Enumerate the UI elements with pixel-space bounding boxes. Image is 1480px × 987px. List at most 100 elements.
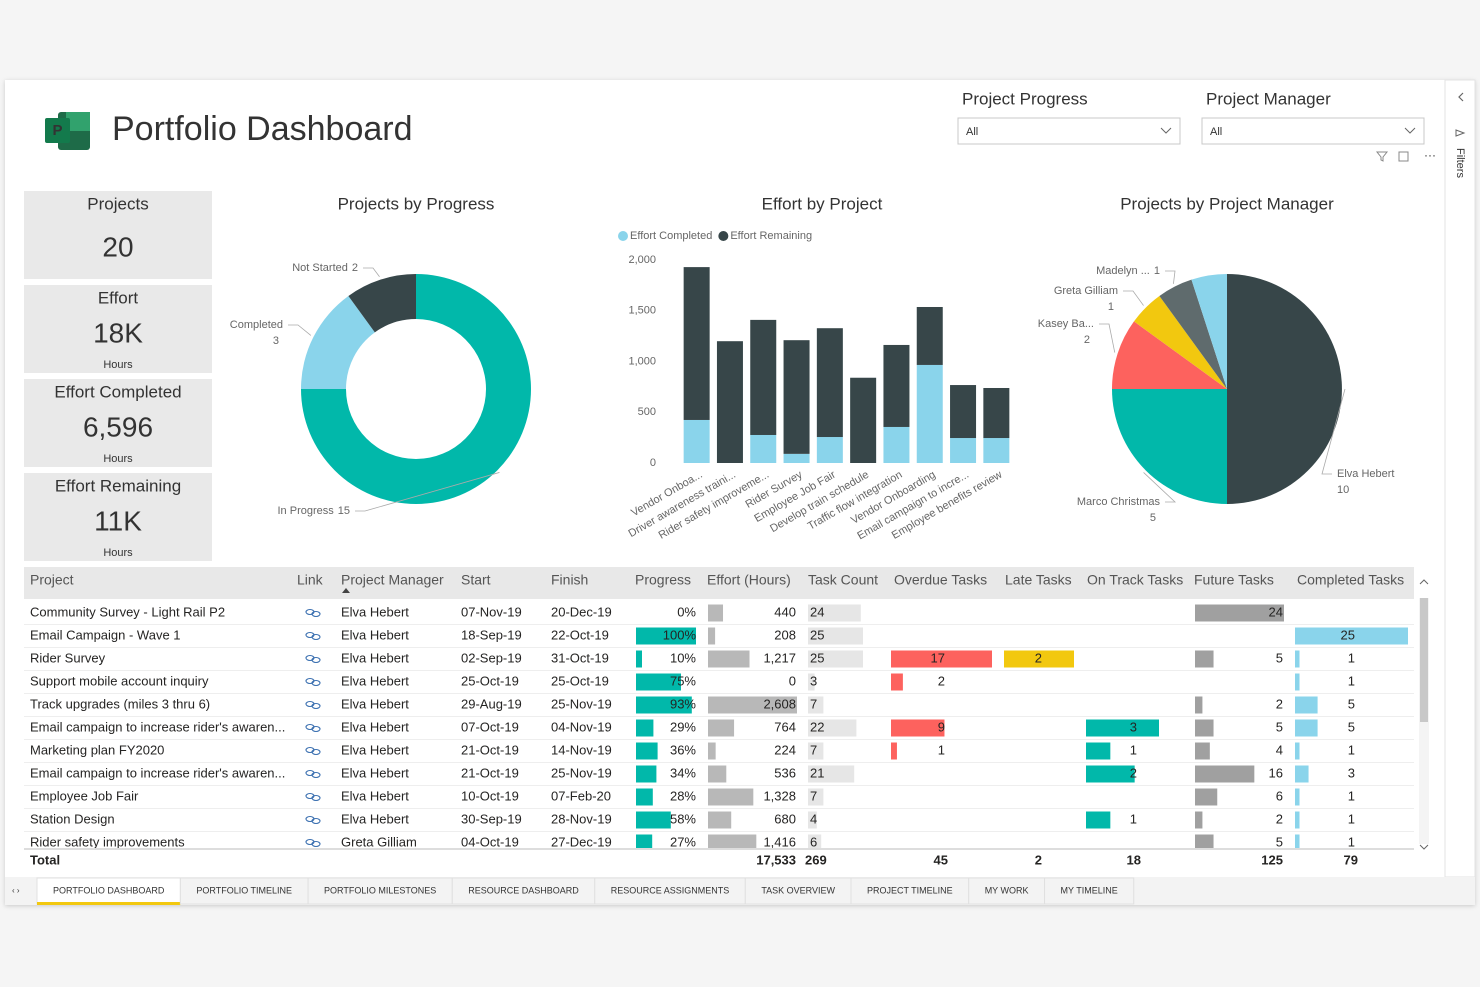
- cell-text: Email Campaign - Wave 1: [30, 627, 181, 642]
- cell-value: 24: [1269, 604, 1283, 619]
- table-row[interactable]: Marketing plan FY2020 Elva Hebert 21-Oct-1…: [24, 742, 1414, 763]
- visual-header-icons[interactable]: ···: [1375, 148, 1436, 162]
- table-row[interactable]: Employee Job Fair Elva Hebert 10-Oct-19 07-…: [24, 788, 1414, 809]
- cell-value: 4: [810, 811, 817, 826]
- data-bar: [708, 604, 724, 622]
- link-icon[interactable]: [305, 677, 321, 687]
- cell-value: 21: [810, 765, 824, 780]
- link-icon[interactable]: [305, 608, 321, 618]
- leader-line: [288, 324, 312, 336]
- cell-value: 1: [1348, 742, 1355, 757]
- table-row[interactable]: Support mobile account inquiry Elva Heber…: [24, 673, 1414, 694]
- slice-value: 2: [1084, 334, 1090, 346]
- leader-line: [1123, 290, 1144, 306]
- filter-pane-title[interactable]: Filters: [1454, 148, 1466, 178]
- table-row[interactable]: Community Survey - Light Rail P2 Elva Heb…: [24, 604, 1414, 625]
- slice-category: Madelyn ...: [1096, 265, 1150, 277]
- link-icon[interactable]: [305, 769, 321, 779]
- table-row[interactable]: Rider safety improvements Greta Gilliam 04…: [24, 834, 1414, 854]
- bar-segment: [683, 267, 710, 420]
- column-header[interactable]: Effort (Hours): [707, 572, 791, 588]
- cell-text: Station Design: [30, 811, 115, 826]
- tab[interactable]: MY TIMELINE: [1044, 877, 1135, 905]
- data-bar: [1295, 696, 1318, 714]
- scroll-down[interactable]: [1419, 844, 1429, 850]
- table-row[interactable]: Track upgrades (miles 3 thru 6) Elva Hebe…: [24, 696, 1414, 717]
- column-header[interactable]: Project Manager: [341, 572, 444, 588]
- cell-text: Elva Hebert: [341, 788, 409, 803]
- cell-text: 29-Aug-19: [461, 696, 522, 711]
- bar-segment: [683, 419, 710, 463]
- dropdown-chevron: [1404, 127, 1416, 134]
- y-tick-label: 500: [638, 406, 656, 418]
- column-header[interactable]: Overdue Tasks: [894, 572, 987, 588]
- link-icon[interactable]: [305, 631, 321, 641]
- link-icon[interactable]: [305, 654, 321, 664]
- total-value: 2: [1035, 852, 1042, 867]
- tab[interactable]: PORTFOLIO TIMELINE: [179, 877, 309, 905]
- column-header[interactable]: Project: [30, 572, 74, 588]
- column-header[interactable]: Task Count: [808, 572, 878, 588]
- collapse-icon[interactable]: [1458, 92, 1464, 102]
- cell-text: 27-Dec-19: [551, 834, 612, 849]
- scrollbar-thumb[interactable]: [1420, 598, 1428, 722]
- table-row[interactable]: Email campaign to increase rider's aware…: [24, 719, 1414, 740]
- link-icon[interactable]: [305, 792, 321, 802]
- total-value: 45: [934, 852, 948, 867]
- link-icon[interactable]: [305, 700, 321, 710]
- cell-text: Rider safety improvements: [30, 834, 185, 849]
- data-bar: [1195, 788, 1218, 806]
- column-header[interactable]: On Track Tasks: [1087, 572, 1183, 588]
- scroll-up[interactable]: [1419, 579, 1429, 585]
- cell-text: Elva Hebert: [341, 604, 409, 619]
- link-icon[interactable]: [305, 838, 321, 848]
- column-header[interactable]: Completed Tasks: [1297, 572, 1404, 588]
- total-value: 79: [1344, 852, 1358, 867]
- filter-dropdown[interactable]: [957, 117, 1181, 145]
- cell-text: 07-Oct-19: [461, 719, 519, 734]
- table-row[interactable]: Station Design Elva Hebert 30-Sep-19 28-Nov…: [24, 811, 1414, 832]
- column-header[interactable]: Start: [461, 572, 491, 588]
- tab[interactable]: TASK OVERVIEW: [744, 877, 852, 905]
- slice-label: Completed: [230, 319, 283, 331]
- tab-label: RESOURCE ASSIGNMENTS: [611, 885, 730, 895]
- cell-value: 1: [1348, 788, 1355, 803]
- column-header[interactable]: Late Tasks: [1005, 572, 1072, 588]
- link-icon[interactable]: [305, 723, 321, 733]
- slice-value: 3: [273, 335, 279, 347]
- leader-line: [1165, 270, 1176, 284]
- column-header[interactable]: Link: [297, 572, 324, 588]
- data-bar: [1295, 788, 1300, 806]
- data-bar: [1295, 811, 1300, 829]
- leader-line: [1099, 323, 1116, 353]
- kpi-label: Projects: [87, 194, 148, 213]
- tab-nav[interactable]: ‹ ›: [12, 886, 20, 895]
- tab[interactable]: RESOURCE ASSIGNMENTS: [594, 877, 746, 905]
- filter-dropdown[interactable]: [1201, 117, 1425, 145]
- cell-value: 1,328: [763, 788, 796, 803]
- link-icon[interactable]: [305, 746, 321, 756]
- tab[interactable]: RESOURCE DASHBOARD: [451, 877, 596, 905]
- tab[interactable]: MY WORK: [968, 877, 1046, 905]
- link-icon[interactable]: [305, 815, 321, 825]
- app-logo: P: [45, 112, 90, 150]
- svg-text:P: P: [52, 122, 62, 139]
- cell-value: 7: [810, 696, 817, 711]
- slice: [1112, 389, 1227, 504]
- tab[interactable]: PORTFOLIO DASHBOARD: [36, 877, 181, 905]
- column-header[interactable]: Future Tasks: [1194, 572, 1274, 588]
- cell-value: 1: [1130, 811, 1137, 826]
- filter-pane[interactable]: [1444, 79, 1476, 878]
- leader-line: [1321, 388, 1346, 475]
- column-header[interactable]: Finish: [551, 572, 588, 588]
- cell-value: 536: [774, 765, 796, 780]
- data-bar: [1004, 650, 1074, 668]
- table-row[interactable]: Email campaign to increase rider's aware…: [24, 765, 1414, 786]
- column-header[interactable]: Progress: [635, 572, 691, 588]
- y-tick-label: 2,000: [628, 254, 656, 266]
- table-row[interactable]: Email Campaign - Wave 1 Elva Hebert 18-Sep…: [24, 627, 1414, 648]
- table-row[interactable]: Rider Survey Elva Hebert 02-Sep-19 31-Oct-1…: [24, 650, 1414, 671]
- tab[interactable]: PROJECT TIMELINE: [850, 877, 970, 905]
- tab[interactable]: PORTFOLIO MILESTONES: [307, 877, 453, 905]
